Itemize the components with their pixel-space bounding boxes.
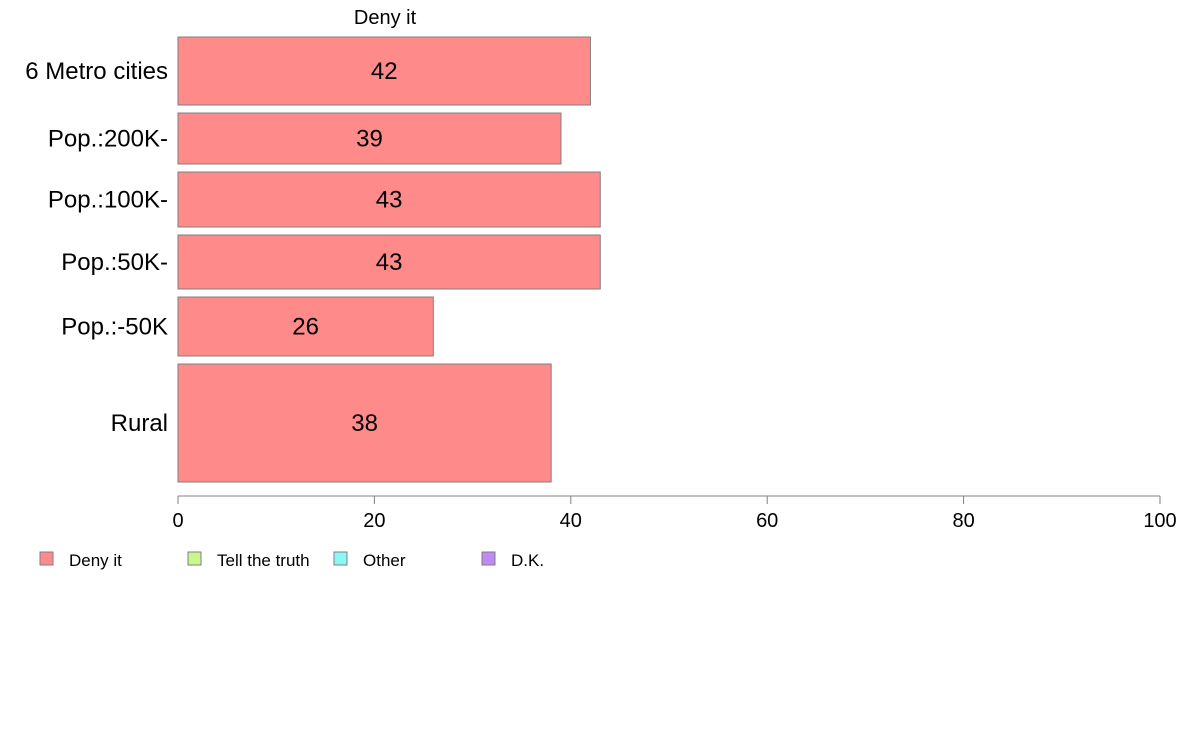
value-label: 26 (292, 314, 319, 341)
category-label: Rural (111, 410, 168, 437)
category-label: 6 Metro cities (25, 58, 168, 85)
legend-label: Other (363, 551, 406, 570)
legend-swatch (481, 551, 496, 566)
chart-title: Deny it (354, 7, 417, 29)
value-label: 39 (356, 126, 383, 153)
bar (177, 363, 552, 483)
category-label: Pop.:200K- (48, 126, 168, 153)
value-label: 38 (351, 410, 378, 437)
bar-group: Pop.:50K- 43 (61, 234, 601, 290)
category-label: Pop.:-50K (61, 314, 168, 341)
value-label: 43 (376, 187, 403, 214)
legend-label: D.K. (511, 551, 544, 570)
x-axis: 0 20 40 60 80 100 (172, 495, 1177, 532)
legend-label: Tell the truth (217, 551, 310, 570)
bar (177, 234, 601, 290)
bar (177, 112, 562, 165)
legend-item: Deny it (39, 551, 122, 570)
category-label: Pop.:100K- (48, 187, 168, 214)
x-tick-label: 20 (363, 510, 385, 532)
legend-label: Deny it (69, 551, 122, 570)
x-tick-label: 100 (1143, 510, 1176, 532)
x-tick-label: 40 (560, 510, 582, 532)
value-label: 43 (376, 249, 403, 276)
bar (177, 296, 434, 357)
category-label: Pop.:50K- (61, 249, 168, 276)
bar (177, 171, 601, 228)
bar-group: Rural 38 (111, 363, 552, 483)
bar (177, 36, 591, 106)
bar-group: Pop.:100K- 43 (48, 171, 601, 228)
legend-item: D.K. (481, 551, 544, 570)
bar-group: 6 Metro cities 42 (25, 36, 591, 106)
x-tick-label: 0 (172, 510, 183, 532)
bar-group: Pop.:-50K 26 (61, 296, 434, 357)
x-tick-label: 60 (756, 510, 778, 532)
legend-item: Tell the truth (187, 551, 310, 570)
x-tick-label: 80 (952, 510, 974, 532)
legend-item: Other (333, 551, 406, 570)
bars-layer: 6 Metro cities 42 Pop.:200K- 39 Pop.:100K- 43… (25, 36, 601, 483)
legend: Deny it Tell the truth Other D.K. (39, 551, 544, 570)
value-label: 42 (371, 58, 398, 85)
legend-swatch (39, 551, 54, 566)
legend-swatch (333, 551, 348, 566)
legend-swatch (187, 551, 202, 566)
bar-group: Pop.:200K- 39 (48, 112, 562, 165)
